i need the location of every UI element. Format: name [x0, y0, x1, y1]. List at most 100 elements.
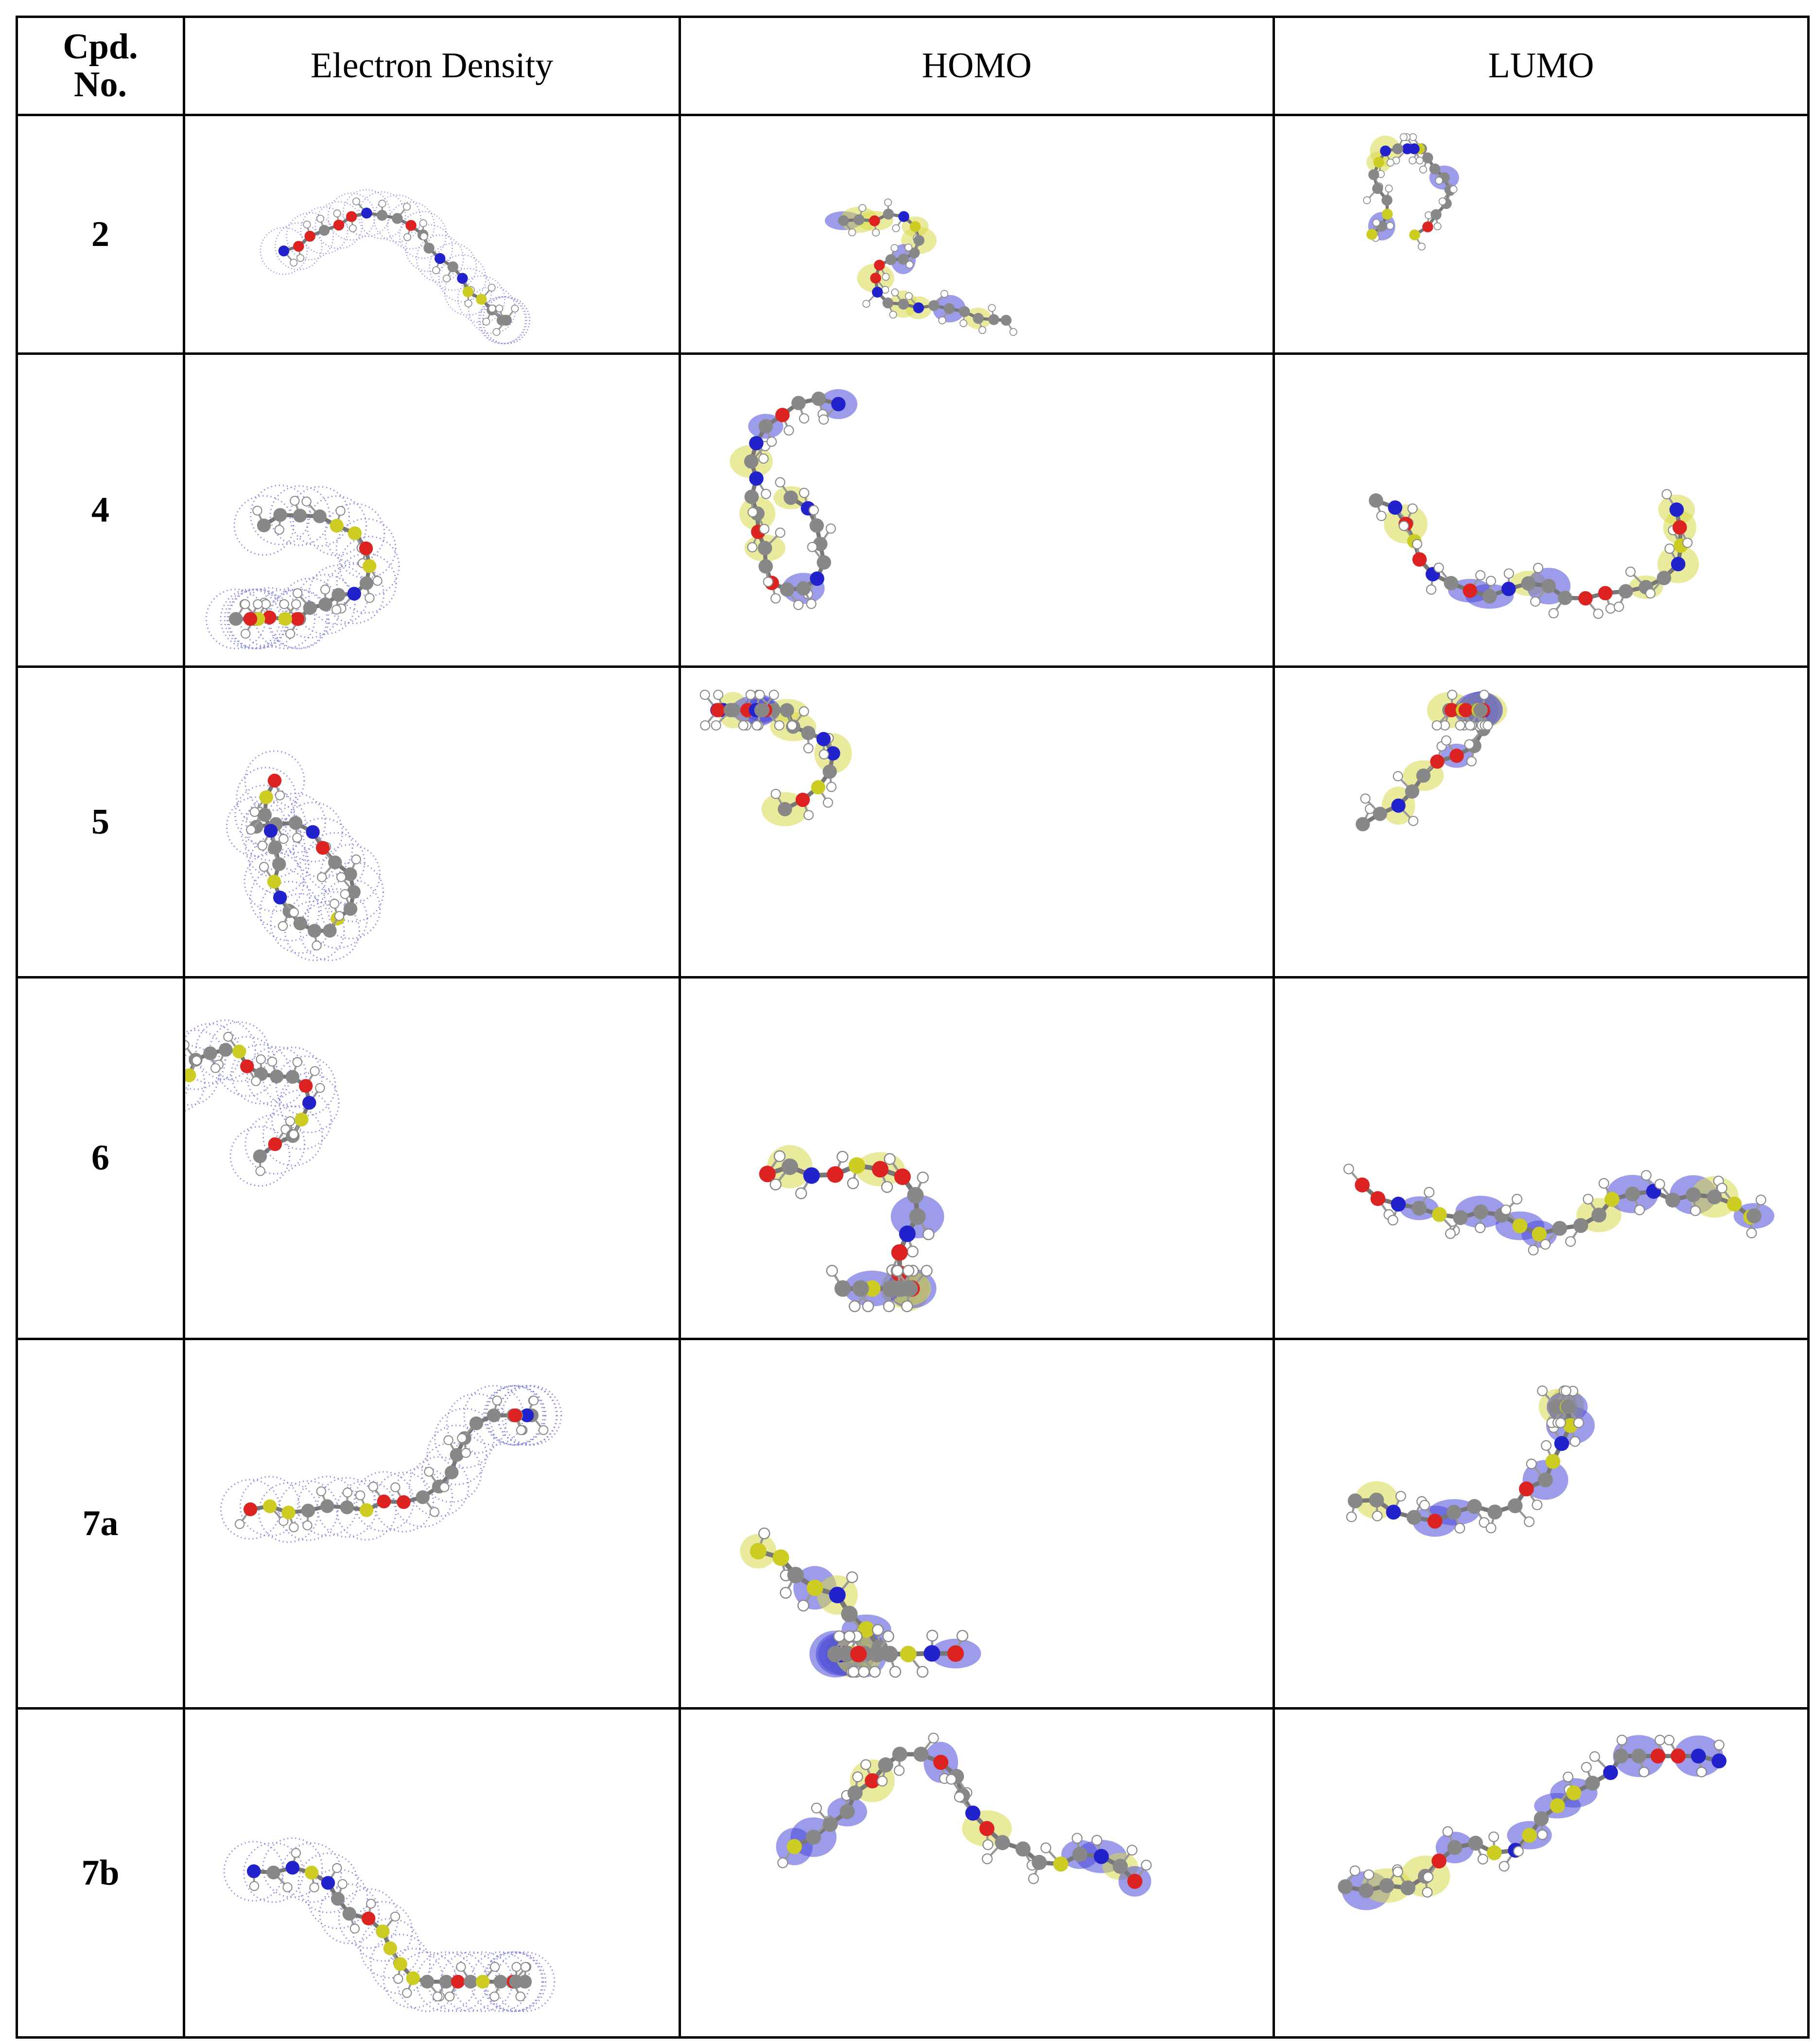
- hydrogen: [1605, 603, 1616, 614]
- hydrogen: [858, 1665, 870, 1677]
- hydrogen: [290, 258, 298, 266]
- hydrogen: [1613, 601, 1624, 612]
- density-cloud: [352, 1901, 413, 1962]
- hydrogen: [259, 861, 269, 872]
- compound-row: 4: [16, 352, 1810, 668]
- hydrogen: [700, 720, 711, 731]
- hydrogen: [1485, 1522, 1497, 1533]
- density-cloud: [233, 495, 295, 556]
- atom: [872, 286, 883, 297]
- atom: [330, 518, 344, 533]
- atom: [1591, 1207, 1606, 1223]
- atom: [323, 924, 337, 938]
- atom: [1468, 1835, 1483, 1851]
- hydrogen: [917, 1171, 929, 1184]
- atom: [852, 1280, 869, 1297]
- atom: [822, 1816, 838, 1832]
- atom: [913, 234, 924, 246]
- homo-cell: [679, 352, 1275, 668]
- atom: [262, 610, 277, 624]
- density-cloud: [292, 817, 353, 878]
- atom: [1372, 183, 1383, 194]
- homo-cell: [679, 1707, 1275, 2039]
- hydrogen: [351, 854, 361, 864]
- hydrogen: [761, 489, 771, 499]
- density-cloud: [373, 1471, 434, 1533]
- hydrogen: [758, 1527, 770, 1539]
- hydrogen: [869, 1665, 881, 1677]
- hydrogen: [889, 310, 897, 318]
- atom: [1501, 581, 1516, 596]
- atom: [827, 1645, 844, 1662]
- atom: [1686, 1187, 1701, 1202]
- header-text: Cpd. No.: [63, 26, 138, 105]
- hydrogen: [775, 477, 785, 488]
- hydrogen: [1343, 1163, 1354, 1174]
- atom: [1000, 314, 1012, 326]
- density-cloud: [244, 750, 305, 811]
- atom: [288, 816, 303, 830]
- hydrogen: [1696, 1766, 1707, 1777]
- atom: [1380, 145, 1391, 157]
- hydrogen: [808, 505, 819, 515]
- atom: [1550, 1798, 1565, 1813]
- atom: [750, 1542, 767, 1559]
- atom: [1422, 152, 1433, 163]
- hydrogen: [713, 689, 724, 700]
- hydrogen: [223, 1031, 233, 1042]
- density-cloud: [267, 588, 328, 649]
- hydrogen: [464, 299, 472, 307]
- atom: [333, 219, 345, 230]
- atom: [775, 407, 790, 422]
- hydrogen: [884, 1153, 896, 1165]
- atom: [1412, 1200, 1427, 1216]
- compound-number: 6: [16, 976, 185, 1340]
- atom: [1534, 1811, 1549, 1826]
- atom: [827, 1166, 844, 1183]
- atom: [1487, 1504, 1502, 1520]
- atom: [869, 1645, 886, 1662]
- atom: [1557, 590, 1572, 605]
- atom: [307, 924, 322, 938]
- hydrogen: [424, 1467, 434, 1477]
- hydrogen: [1435, 176, 1443, 185]
- density-cloud: [399, 210, 447, 259]
- hydrogen: [849, 1300, 861, 1312]
- atom: [304, 1865, 319, 1880]
- atom: [1585, 1775, 1600, 1791]
- atom: [1671, 557, 1686, 571]
- hydrogen: [255, 1166, 265, 1176]
- atom: [342, 1906, 357, 1921]
- hydrogen: [432, 266, 440, 274]
- density-cloud: [438, 254, 487, 302]
- hydrogen: [444, 1991, 455, 2001]
- atom: [1578, 591, 1593, 606]
- atom: [869, 215, 880, 227]
- hydrogen: [393, 1974, 403, 1984]
- hydrogen: [769, 1178, 782, 1190]
- atom: [518, 1974, 532, 1989]
- hydrogen: [461, 1448, 471, 1458]
- atom: [1366, 228, 1378, 240]
- density-cloud: [265, 792, 326, 853]
- lumo-cell: [1273, 114, 1810, 355]
- hydrogen: [1565, 1236, 1576, 1247]
- hydrogen: [336, 872, 347, 882]
- hydrogen: [1412, 539, 1423, 549]
- atom: [838, 1645, 855, 1662]
- hydrogen: [1349, 1865, 1360, 1876]
- density-cloud: [297, 1475, 358, 1537]
- hydrogen: [316, 1486, 326, 1496]
- hydrogen: [342, 1487, 353, 1498]
- atom: [1727, 1196, 1742, 1211]
- hydrogen: [1449, 185, 1458, 193]
- hydrogen: [1560, 1385, 1571, 1396]
- hydrogen: [1537, 1385, 1548, 1396]
- atom: [501, 314, 512, 326]
- atom: [340, 1500, 354, 1514]
- hydrogen: [847, 1665, 860, 1677]
- atom: [854, 214, 865, 225]
- hydrogen: [1664, 543, 1675, 554]
- atom: [826, 746, 840, 760]
- atom: [988, 314, 999, 325]
